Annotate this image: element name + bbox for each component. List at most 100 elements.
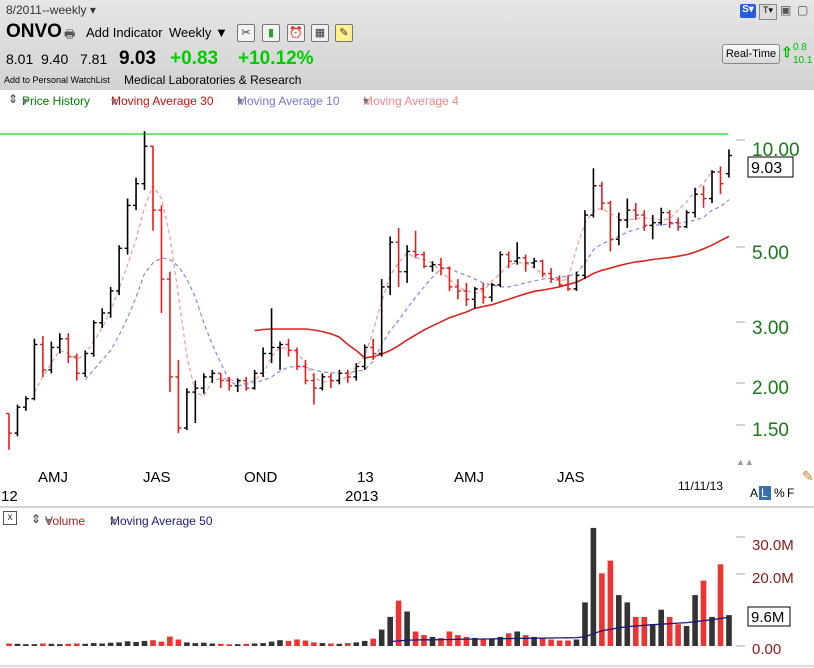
- ohlc-bar: [285, 338, 292, 357]
- ma-line-moving-average-10: [84, 199, 730, 387]
- ohlc-bar: [234, 378, 241, 393]
- ohlc-bar: [378, 279, 385, 357]
- ohlc-bar: [200, 373, 207, 394]
- volume-bar: [514, 631, 520, 646]
- volume-bar: [616, 595, 622, 646]
- legend-volume-ma50-label: Moving Average 50: [110, 514, 213, 528]
- x-axis: AMJ JAS OND 13 AMJ JAS 12 2013 11/11/13: [1, 469, 723, 505]
- ohlc-bar: [531, 257, 538, 269]
- ohlc-bar: [158, 205, 165, 313]
- volume-bar: [573, 639, 580, 646]
- vol-y-tick-label: 0.00: [752, 641, 781, 658]
- pencil-icon[interactable]: ✎: [802, 468, 814, 484]
- close-icon[interactable]: x: [3, 511, 17, 525]
- volume-bar: [404, 611, 410, 646]
- volume-legend: x ⇕ Volume ▾ Moving Average 50 ▾: [0, 510, 745, 528]
- scale-option-l[interactable]: L: [761, 486, 768, 500]
- volume-bar: [31, 644, 38, 646]
- s-menu-icon[interactable]: S▾: [740, 4, 756, 18]
- type-menu-icon[interactable]: T▾: [759, 4, 777, 20]
- volume-bar: [455, 635, 461, 646]
- volume-bar: [99, 643, 105, 646]
- ohlc-bar: [725, 149, 732, 178]
- print-icon[interactable]: 🖶: [64, 27, 76, 41]
- ohlc-bar: [404, 245, 411, 283]
- volume-bar: [675, 624, 681, 646]
- ohlc-bar: [488, 282, 495, 302]
- volume-bar: [590, 527, 597, 646]
- ohlc-bar: [446, 266, 453, 291]
- ohlc-bar: [471, 286, 478, 309]
- ohlc-bar: [581, 210, 588, 280]
- ohlc-bar: [149, 145, 156, 231]
- ohlc-bar: [99, 308, 106, 328]
- volume-bar: [65, 643, 72, 646]
- volume-bar: [23, 644, 29, 646]
- volume-bar: [243, 643, 249, 646]
- add-indicator-button[interactable]: Add Indicator: [86, 25, 163, 40]
- price-change: +0.83: [170, 48, 219, 69]
- ohlc-bar: [327, 373, 334, 389]
- ohlc-bar: [56, 333, 63, 354]
- ohlc-bar: [209, 369, 216, 383]
- move-handle-icon[interactable]: ⇕: [31, 512, 42, 526]
- chart-header: 8/2011--weekly ▾ ONVO 🖶 Add Indicator We…: [0, 0, 814, 91]
- move-handle-icon[interactable]: ⇕: [8, 92, 19, 106]
- add-watchlist-link[interactable]: Add to Personal WatchList: [4, 75, 110, 85]
- ohlc-bar: [514, 242, 521, 265]
- scale-option-a[interactable]: A: [750, 486, 758, 500]
- scale-option-f[interactable]: F: [787, 486, 794, 500]
- volume-ma50-line: [390, 616, 730, 643]
- ohlc-bar: [293, 347, 300, 370]
- last-price: 9.03: [119, 48, 156, 69]
- ohlc-bar: [573, 271, 580, 291]
- ohlc-bar: [412, 230, 419, 258]
- ohlc-bar: [598, 181, 605, 211]
- volume-bar: [649, 624, 656, 646]
- volume-bar: [683, 626, 690, 646]
- tools-icon[interactable]: ✂: [237, 24, 255, 42]
- realtime-button[interactable]: Real-Time: [722, 44, 780, 64]
- industry-label: Medical Laboratories & Research: [124, 73, 302, 87]
- ohlc-bar: [39, 335, 46, 377]
- ohlc-bar: [692, 187, 699, 218]
- ohlc-bar: [6, 412, 12, 450]
- volume-bar: [48, 643, 55, 646]
- ohlc-bar: [14, 404, 21, 437]
- scale-option-pct[interactable]: %: [774, 486, 785, 500]
- grid-add-icon[interactable]: ▦: [311, 24, 329, 42]
- ohlc-bar: [565, 275, 572, 291]
- volume-bar: [717, 564, 724, 647]
- interval-dropdown[interactable]: Weekly ▼: [169, 25, 228, 40]
- ohlc-bar: [107, 286, 114, 318]
- volume-bar: [429, 636, 436, 646]
- volume-bar: [709, 616, 715, 646]
- ohlc-bar: [319, 373, 326, 391]
- chevron-down-icon: ▾: [363, 94, 370, 108]
- bar-chart-icon[interactable]: ▮: [262, 24, 280, 42]
- x-tick-label: AMJ: [38, 469, 68, 486]
- ohlc-bar: [260, 347, 267, 377]
- volume-bar: [124, 641, 131, 646]
- save-icon[interactable]: ▣: [780, 3, 792, 17]
- collapse-arrows-icon[interactable]: ▲▲: [736, 457, 754, 467]
- alarm-clock-icon[interactable]: ⏰: [287, 24, 305, 42]
- symbol-label[interactable]: ONVO: [6, 21, 62, 42]
- volume-bar: [260, 643, 266, 646]
- volume-bar: [480, 638, 487, 646]
- period-dropdown[interactable]: 8/2011--weekly ▾: [6, 3, 96, 17]
- volume-bar: [497, 636, 504, 646]
- volume-bar: [531, 636, 537, 646]
- volume-bar: [446, 631, 453, 646]
- ohlc-bar: [48, 341, 55, 374]
- window-icon[interactable]: ▢: [797, 3, 809, 17]
- ohlc-bar: [243, 376, 250, 391]
- x-tick-label: JAS: [143, 469, 171, 486]
- date-label: 11/11/13: [678, 479, 723, 493]
- volume-bar: [319, 643, 326, 646]
- ohlc-bar: [675, 217, 682, 231]
- last-price-tag: 9.03: [751, 160, 782, 177]
- x-tick-label: JAS: [557, 469, 585, 486]
- ohlc-bar: [505, 251, 512, 269]
- note-icon[interactable]: ✎: [335, 24, 353, 42]
